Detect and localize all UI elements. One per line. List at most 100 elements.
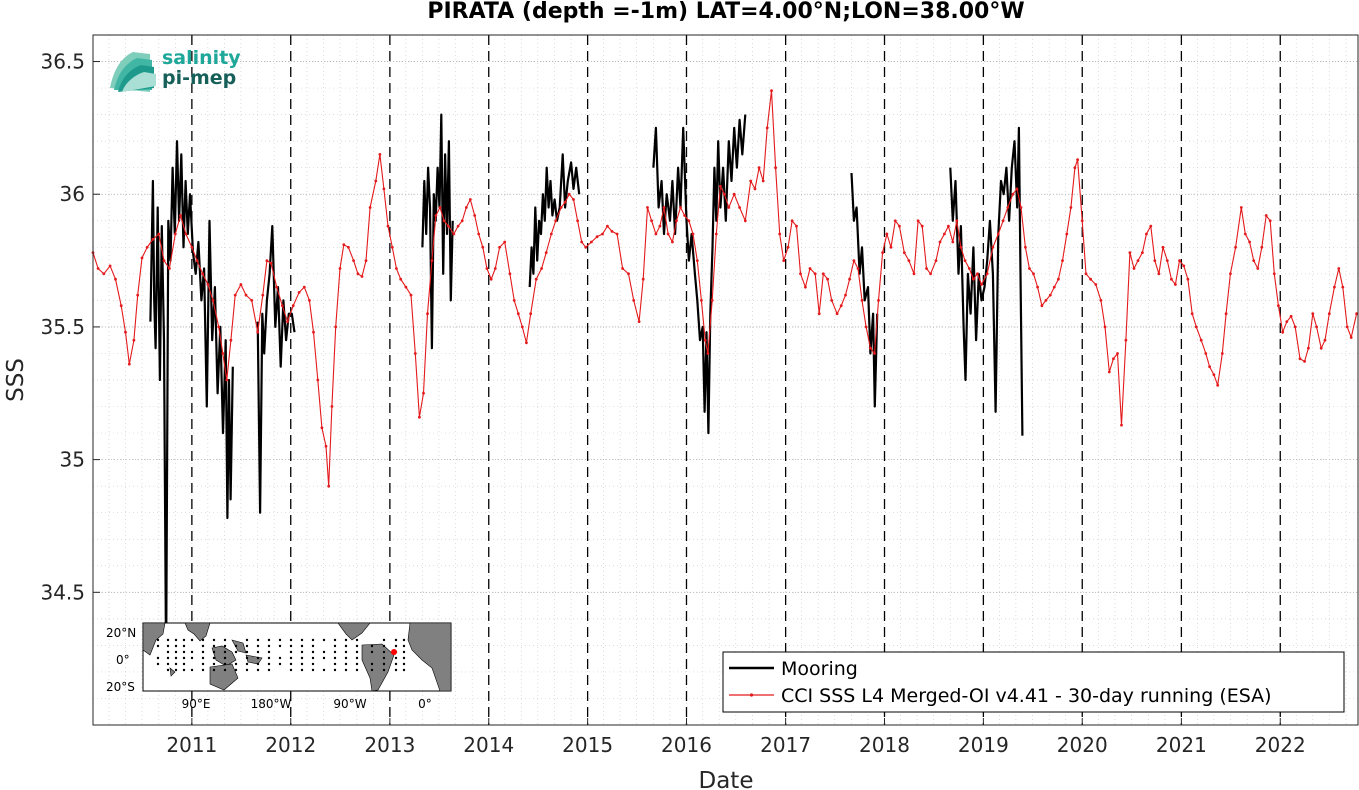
data-point-cci <box>225 378 229 382</box>
mooring-dot <box>333 644 337 648</box>
mooring-dot <box>382 656 386 660</box>
data-point-cci <box>817 312 821 316</box>
data-point-cci <box>342 243 346 247</box>
wave-logo-icon <box>110 52 156 92</box>
data-point-cci <box>96 267 100 270</box>
mooring-dot <box>256 650 260 654</box>
y-axis-label: SSS <box>3 358 29 402</box>
data-point-cci <box>286 320 289 323</box>
data-point-cci <box>1345 325 1349 329</box>
selected-mooring-marker <box>391 649 397 655</box>
salinity-pi-mep-logo: salinity pi-mep <box>110 47 241 92</box>
data-point-cci <box>1327 312 1331 316</box>
data-point-cci <box>1229 272 1232 276</box>
data-point-cci <box>706 352 710 355</box>
data-point-cci <box>795 224 798 228</box>
series-line-mooring <box>850 172 879 408</box>
land-masses <box>142 622 452 692</box>
mooring-dot <box>174 662 178 666</box>
data-point-cci <box>1128 251 1132 255</box>
mooring-dot <box>402 650 406 654</box>
data-point-cci <box>320 426 324 430</box>
mooring-dot <box>212 656 216 660</box>
data-point-cci <box>782 259 786 262</box>
data-point-cci <box>525 341 528 345</box>
data-point-cci <box>1157 272 1161 276</box>
mooring-dot <box>355 638 359 642</box>
mooring-dot <box>174 638 178 642</box>
data-point-cci <box>1153 259 1157 262</box>
data-point-cci <box>856 267 860 270</box>
data-point-cci <box>996 232 1000 236</box>
data-point-cci <box>703 338 707 342</box>
mooring-dot <box>234 668 238 672</box>
mooring-dot <box>344 662 348 666</box>
data-point-cci <box>719 184 722 188</box>
data-point-cci <box>912 272 916 276</box>
data-point-cci <box>658 224 662 228</box>
mooring-dot <box>223 650 227 654</box>
series-line-mooring <box>949 126 1024 436</box>
data-point-cci <box>650 219 653 223</box>
plot-frame <box>92 34 1359 726</box>
y-tick-label: 35.5 <box>40 315 85 339</box>
mooring-dot <box>394 668 398 672</box>
mooring-dot <box>394 638 398 642</box>
data-point-cci <box>140 256 144 260</box>
data-point-cci <box>943 232 946 236</box>
mooring-dot <box>223 656 227 660</box>
data-point-cci <box>991 245 995 249</box>
data-point-cci <box>610 230 614 233</box>
data-point-cci <box>916 219 920 223</box>
data-point-cci <box>576 219 579 223</box>
data-point-cci <box>606 224 609 228</box>
data-point-cci <box>967 267 971 270</box>
data-point-cci <box>732 192 736 196</box>
data-point-cci <box>1099 299 1103 302</box>
data-point-cci <box>727 206 731 209</box>
mooring-dot <box>212 668 216 672</box>
data-point-cci <box>1333 285 1336 289</box>
data-point-cci <box>157 232 161 236</box>
mooring-dot <box>245 668 249 672</box>
data-point-cci <box>1178 259 1181 262</box>
mooring-dot <box>382 662 386 666</box>
data-point-cci <box>368 206 372 209</box>
series-line-mooring <box>421 113 454 350</box>
mooring-dot <box>278 638 282 642</box>
data-point-cci <box>770 89 773 93</box>
mooring-dot <box>190 650 194 654</box>
mooring-dot <box>333 656 337 660</box>
mooring-dot <box>267 656 271 660</box>
data-point-cci <box>714 232 718 236</box>
mooring-dot <box>344 638 348 642</box>
data-point-cci <box>549 232 553 236</box>
data-point-cci <box>127 362 131 366</box>
data-point-cci <box>1094 283 1098 286</box>
data-point-cci <box>1256 267 1260 270</box>
data-point-cci <box>675 219 678 223</box>
series-line-mooring <box>149 140 234 668</box>
data-point-cci <box>114 277 117 281</box>
mooring-dot <box>289 662 293 666</box>
data-point-cci <box>920 224 924 228</box>
data-point-cci <box>844 293 847 297</box>
data-point-cci <box>426 312 429 316</box>
data-point-cci <box>938 240 942 244</box>
data-point-cci <box>738 206 741 209</box>
data-point-cci <box>852 259 856 262</box>
data-point-cci <box>1080 219 1084 223</box>
data-point-cci <box>1264 214 1268 217</box>
legend: Mooring CCI SSS L4 Merged-OI v4.41 - 30-… <box>722 651 1345 713</box>
data-point-cci <box>590 240 593 244</box>
mooring-dot <box>311 638 315 642</box>
data-point-cci <box>1239 206 1243 209</box>
inset-lat-label-20n: 20°N <box>106 626 136 640</box>
data-point-cci <box>765 126 769 130</box>
data-point-cci <box>1011 192 1015 196</box>
mooring-dot <box>245 662 249 666</box>
data-point-cci <box>145 245 149 249</box>
mooring-dot <box>156 662 160 666</box>
data-point-cci <box>951 240 955 244</box>
